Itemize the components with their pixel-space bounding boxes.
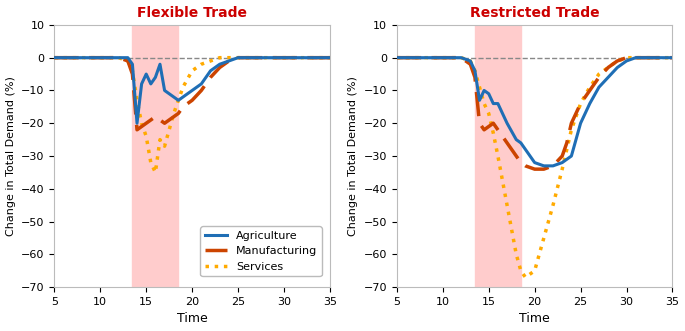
Title: Restricted Trade: Restricted Trade [470,6,599,20]
X-axis label: Time: Time [519,312,550,325]
Y-axis label: Change in Total Demand (%): Change in Total Demand (%) [348,76,358,236]
Legend: Agriculture, Manufacturing, Services: Agriculture, Manufacturing, Services [201,226,322,276]
Title: Flexible Trade: Flexible Trade [137,6,247,20]
Bar [132,25,178,287]
X-axis label: Time: Time [177,312,208,325]
Bar [475,25,521,287]
Y-axis label: Change in Total Demand (%): Change in Total Demand (%) [5,76,16,236]
